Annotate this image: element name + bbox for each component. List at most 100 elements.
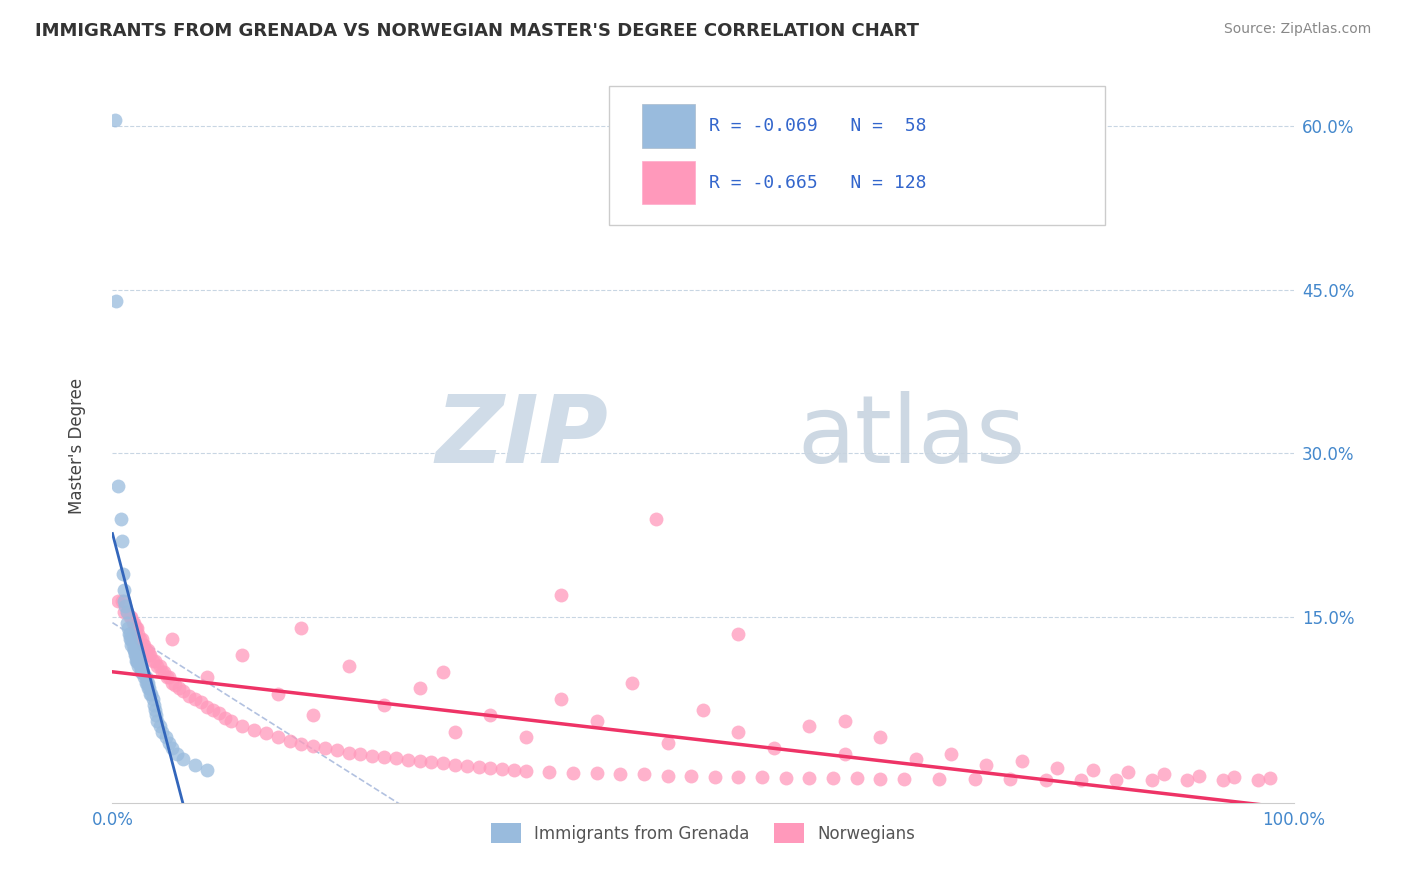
Point xyxy=(201,703,224,717)
Point xyxy=(467,760,489,774)
Point xyxy=(751,770,773,784)
Point xyxy=(184,692,207,706)
Point xyxy=(657,736,679,750)
Point xyxy=(142,698,165,712)
Text: R = -0.069   N =  58: R = -0.069 N = 58 xyxy=(709,117,927,136)
Point xyxy=(136,643,159,657)
Point xyxy=(167,681,190,695)
Point xyxy=(538,765,561,780)
Point xyxy=(963,772,986,786)
Point xyxy=(110,512,132,526)
Point xyxy=(633,767,655,781)
Point xyxy=(128,659,150,673)
Point xyxy=(155,731,177,745)
Point xyxy=(190,695,212,709)
Point xyxy=(681,768,703,782)
Point xyxy=(1175,772,1198,787)
Point xyxy=(621,675,644,690)
Point xyxy=(231,719,253,733)
Point xyxy=(1153,767,1175,781)
Point xyxy=(118,626,141,640)
Point xyxy=(139,687,162,701)
Point xyxy=(121,638,143,652)
Point xyxy=(115,605,138,619)
Point xyxy=(799,719,821,733)
Point xyxy=(117,621,139,635)
Point xyxy=(278,733,301,747)
Point xyxy=(444,757,467,772)
Point xyxy=(112,594,135,608)
Point xyxy=(135,670,157,684)
Point xyxy=(172,684,194,698)
Point xyxy=(127,654,149,668)
Point xyxy=(550,692,572,706)
Point xyxy=(156,670,179,684)
Point xyxy=(821,771,844,785)
Point xyxy=(373,750,395,764)
Point xyxy=(127,621,149,635)
Point xyxy=(142,654,165,668)
Point xyxy=(456,758,478,772)
Point xyxy=(214,711,236,725)
Point xyxy=(231,648,253,663)
Point xyxy=(142,692,165,706)
Point xyxy=(727,770,749,784)
Point xyxy=(1105,772,1128,787)
Point xyxy=(515,764,537,779)
Point xyxy=(396,753,419,767)
Point xyxy=(157,670,180,684)
Legend: Immigrants from Grenada, Norwegians: Immigrants from Grenada, Norwegians xyxy=(484,817,922,849)
Point xyxy=(444,724,467,739)
Point xyxy=(1081,763,1104,777)
Text: IMMIGRANTS FROM GRENADA VS NORWEGIAN MASTER'S DEGREE CORRELATION CHART: IMMIGRANTS FROM GRENADA VS NORWEGIAN MAS… xyxy=(35,22,920,40)
Point xyxy=(107,594,129,608)
Point xyxy=(138,681,160,695)
Point xyxy=(998,772,1021,786)
Point xyxy=(243,723,266,737)
Point xyxy=(408,681,430,695)
Point xyxy=(145,708,167,723)
Point xyxy=(775,771,797,785)
Point xyxy=(290,621,312,635)
Text: R = -0.665   N = 128: R = -0.665 N = 128 xyxy=(709,174,927,192)
Point xyxy=(111,533,134,548)
Point xyxy=(1035,772,1057,787)
Point xyxy=(361,748,384,763)
Point xyxy=(122,643,145,657)
Point xyxy=(503,763,526,777)
Point xyxy=(132,638,155,652)
Point xyxy=(165,678,187,692)
Point xyxy=(491,762,513,776)
Point xyxy=(122,615,145,630)
Point xyxy=(143,654,166,668)
Point xyxy=(337,659,360,673)
Point xyxy=(120,632,142,646)
Point xyxy=(107,479,129,493)
Point xyxy=(104,113,127,128)
Point xyxy=(146,714,169,728)
Point xyxy=(136,681,159,695)
Point xyxy=(143,703,166,717)
Point xyxy=(146,659,169,673)
Point xyxy=(125,621,148,635)
Point xyxy=(703,770,725,784)
Point xyxy=(115,605,138,619)
Point xyxy=(129,665,152,679)
FancyBboxPatch shape xyxy=(609,86,1105,225)
Point xyxy=(290,737,312,751)
Point xyxy=(1011,754,1033,768)
Point xyxy=(160,741,183,756)
Point xyxy=(157,736,180,750)
Point xyxy=(120,632,142,646)
Point xyxy=(150,665,173,679)
Point xyxy=(141,687,163,701)
Point xyxy=(302,739,325,753)
Point xyxy=(385,751,408,765)
Point xyxy=(219,714,242,728)
Point xyxy=(138,648,160,663)
Point xyxy=(337,746,360,760)
Point xyxy=(160,675,183,690)
Point xyxy=(134,670,156,684)
Point xyxy=(120,626,142,640)
Point xyxy=(1247,772,1270,787)
